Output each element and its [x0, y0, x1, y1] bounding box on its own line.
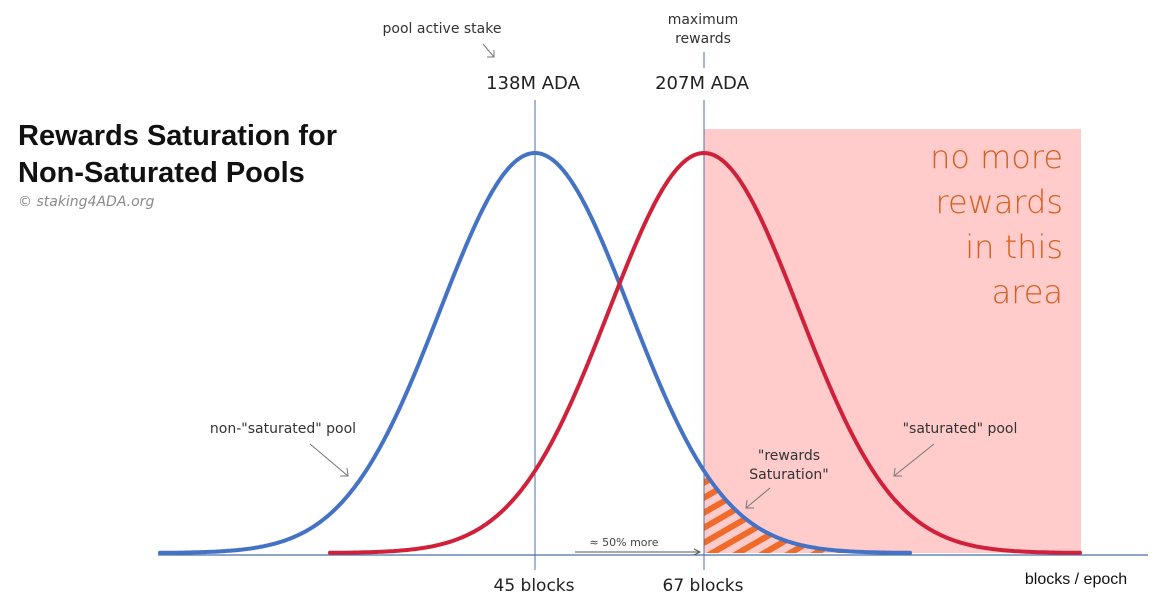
maximum-rewards-label-line1: maximum — [668, 12, 739, 28]
saturated-pool-arrow — [893, 443, 935, 477]
no-rewards-text-line2: rewards — [936, 183, 1064, 221]
pool-active-stake-arrow — [482, 43, 495, 58]
title-line1: Rewards Saturation for — [18, 120, 338, 152]
blocks-67-label: 67 blocks — [663, 576, 744, 596]
non-saturated-pool-curve — [158, 151, 912, 555]
rewards-saturation-arrow — [745, 487, 771, 509]
non-saturated-pool-arrow — [309, 443, 349, 477]
rewards-saturation-label-line1: "rewards — [758, 448, 820, 464]
no-rewards-text-line3: in this — [965, 228, 1063, 266]
no-rewards-text-line1: no more — [930, 138, 1063, 176]
non-saturated-pool-label: non-"saturated" pool — [210, 421, 356, 437]
fifty-percent-arrow — [575, 548, 702, 556]
max-value-label: 207M ADA — [655, 73, 749, 94]
pool-active-stake-label: pool active stake — [383, 21, 502, 37]
fifty-percent-more-label: ≈ 50% more — [589, 536, 658, 549]
x-axis-label: blocks / epoch — [1025, 571, 1127, 588]
blocks-45-label: 45 blocks — [494, 576, 575, 596]
maximum-rewards-label-line2: rewards — [675, 31, 731, 47]
no-rewards-text-line4: area — [992, 273, 1063, 311]
credit-text: © staking4ADA.org — [18, 194, 155, 210]
no-rewards-region — [704, 129, 1081, 553]
rewards-saturation-label-line2: Saturation" — [749, 467, 828, 483]
page-title: Rewards Saturation for Non-Saturated Poo… — [18, 118, 337, 192]
saturated-pool-label: "saturated" pool — [903, 421, 1018, 437]
title-line2: Non-Saturated Pools — [18, 157, 305, 189]
stake-value-label: 138M ADA — [486, 73, 580, 94]
saturated-pool-curve — [328, 150, 1082, 555]
